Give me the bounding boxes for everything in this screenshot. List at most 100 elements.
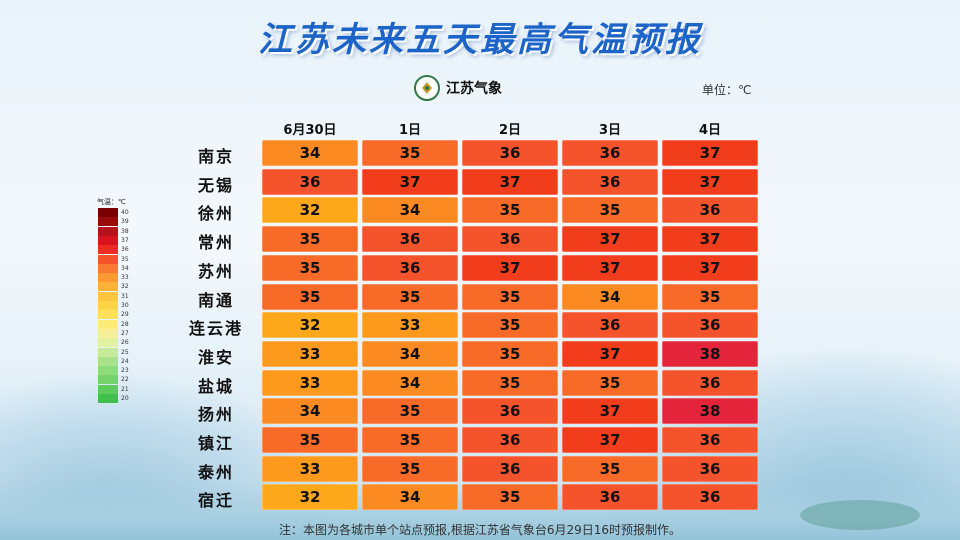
legend-label: 22 — [121, 376, 129, 384]
legend-label: 30 — [121, 302, 129, 309]
temperature-cell: 36 — [562, 312, 658, 339]
temperature-cell: 35 — [462, 197, 558, 224]
temperature-cell: 37 — [562, 254, 658, 281]
temperature-cell: 36 — [562, 484, 658, 511]
temperature-cell: 36 — [262, 168, 358, 195]
legend-swatch — [98, 394, 118, 403]
legend-swatch — [98, 217, 118, 227]
legend-label: 38 — [121, 227, 129, 235]
legend-label: 28 — [121, 320, 129, 328]
temperature-cell: 37 — [562, 226, 658, 253]
city-label: 苏州 — [197, 261, 234, 281]
city-label: 南京 — [197, 147, 234, 166]
temperature-cell: 36 — [362, 254, 458, 281]
temperature-cell: 35 — [562, 455, 658, 482]
legend-label: 23 — [121, 367, 129, 375]
city-label: 镇江 — [197, 434, 234, 453]
temperature-cell: 34 — [262, 398, 358, 425]
temperature-cell: 37 — [562, 340, 658, 367]
legend-label: 29 — [121, 311, 129, 319]
legend-swatch — [98, 310, 118, 320]
legend-label: 26 — [121, 339, 129, 347]
city-label: 常州 — [197, 233, 234, 253]
logo-text: 江苏气象 — [446, 81, 502, 97]
city-label: 泰州 — [197, 462, 234, 482]
temperature-cell: 37 — [562, 398, 658, 425]
temperature-cell: 37 — [462, 254, 558, 281]
temperature-cell: 32 — [262, 197, 358, 224]
legend-swatch — [98, 235, 118, 245]
temperature-cell: 35 — [262, 427, 358, 453]
city-label: 宿迁 — [197, 491, 234, 511]
legend-swatch — [98, 328, 118, 338]
temperature-cell: 35 — [362, 283, 458, 310]
legend-swatch — [98, 245, 118, 255]
column-header: 3日 — [598, 123, 622, 138]
legend-swatch — [98, 273, 118, 283]
temperature-cell: 33 — [262, 455, 358, 482]
temperature-cell: 38 — [662, 398, 758, 425]
temperature-cell: 36 — [662, 369, 758, 396]
legend-swatch — [98, 282, 118, 292]
temperature-cell: 35 — [362, 398, 458, 425]
temperature-cell: 36 — [462, 455, 558, 482]
legend-swatch — [98, 263, 118, 273]
temperature-cell: 36 — [362, 226, 458, 253]
unit-label: 单位：℃ — [702, 83, 752, 97]
legend-swatch — [98, 291, 118, 301]
city-label: 扬州 — [197, 405, 234, 425]
temperature-cell: 36 — [662, 455, 758, 482]
legend-label: 20 — [121, 395, 129, 402]
temperature-cell: 34 — [362, 340, 458, 367]
legend-swatch — [98, 254, 118, 264]
temperature-cell: 36 — [462, 226, 558, 253]
temperature-cell: 36 — [562, 140, 658, 166]
legend-label: 24 — [121, 357, 129, 365]
temperature-cell: 37 — [662, 168, 758, 195]
legend-label: 39 — [121, 218, 129, 226]
city-label: 南通 — [197, 290, 234, 310]
legend-swatch — [98, 319, 118, 329]
temperature-cell: 36 — [662, 197, 758, 224]
legend-label: 40 — [121, 209, 129, 216]
temperature-cell: 34 — [262, 140, 358, 166]
legend-title: 气温：℃ — [97, 198, 126, 206]
temperature-cell: 32 — [262, 484, 358, 511]
logo: 江苏气象 — [414, 75, 502, 101]
temperature-cell: 36 — [662, 312, 758, 339]
temperature-cell: 35 — [262, 226, 358, 253]
legend-label: 21 — [121, 385, 129, 393]
weather-bureau-emblem-icon — [414, 75, 440, 101]
temperature-cell: 36 — [662, 427, 758, 453]
legend-label: 36 — [121, 246, 129, 254]
legend-swatch — [98, 338, 118, 348]
temperature-cell: 35 — [462, 484, 558, 511]
city-label: 无锡 — [197, 175, 234, 195]
legend-label: 35 — [121, 255, 129, 263]
temperature-cell: 37 — [662, 226, 758, 253]
legend-swatch — [98, 384, 118, 394]
temperature-cell: 35 — [262, 283, 358, 310]
temperature-cell: 37 — [662, 254, 758, 281]
background-island — [800, 500, 920, 530]
temperature-cell: 35 — [662, 283, 758, 310]
temperature-cell: 33 — [262, 369, 358, 396]
temperature-cell: 37 — [462, 168, 558, 195]
column-header: 1日 — [398, 123, 422, 138]
legend-swatch — [98, 301, 118, 310]
legend-swatch — [98, 226, 118, 236]
legend-label: 37 — [121, 236, 129, 244]
temperature-cell: 33 — [362, 312, 458, 339]
city-label: 盐城 — [197, 376, 234, 396]
temperature-cell: 35 — [562, 197, 658, 224]
temperature-cell: 35 — [562, 369, 658, 396]
temperature-cell: 35 — [362, 455, 458, 482]
temperature-cell: 35 — [362, 427, 458, 453]
legend-label: 32 — [121, 283, 129, 291]
legend-label: 34 — [121, 264, 129, 272]
legend-swatch — [98, 347, 118, 357]
temperature-cell: 36 — [462, 427, 558, 453]
column-header: 2日 — [498, 123, 522, 138]
legend-label: 25 — [121, 348, 129, 356]
temperature-cell: 35 — [362, 140, 458, 166]
